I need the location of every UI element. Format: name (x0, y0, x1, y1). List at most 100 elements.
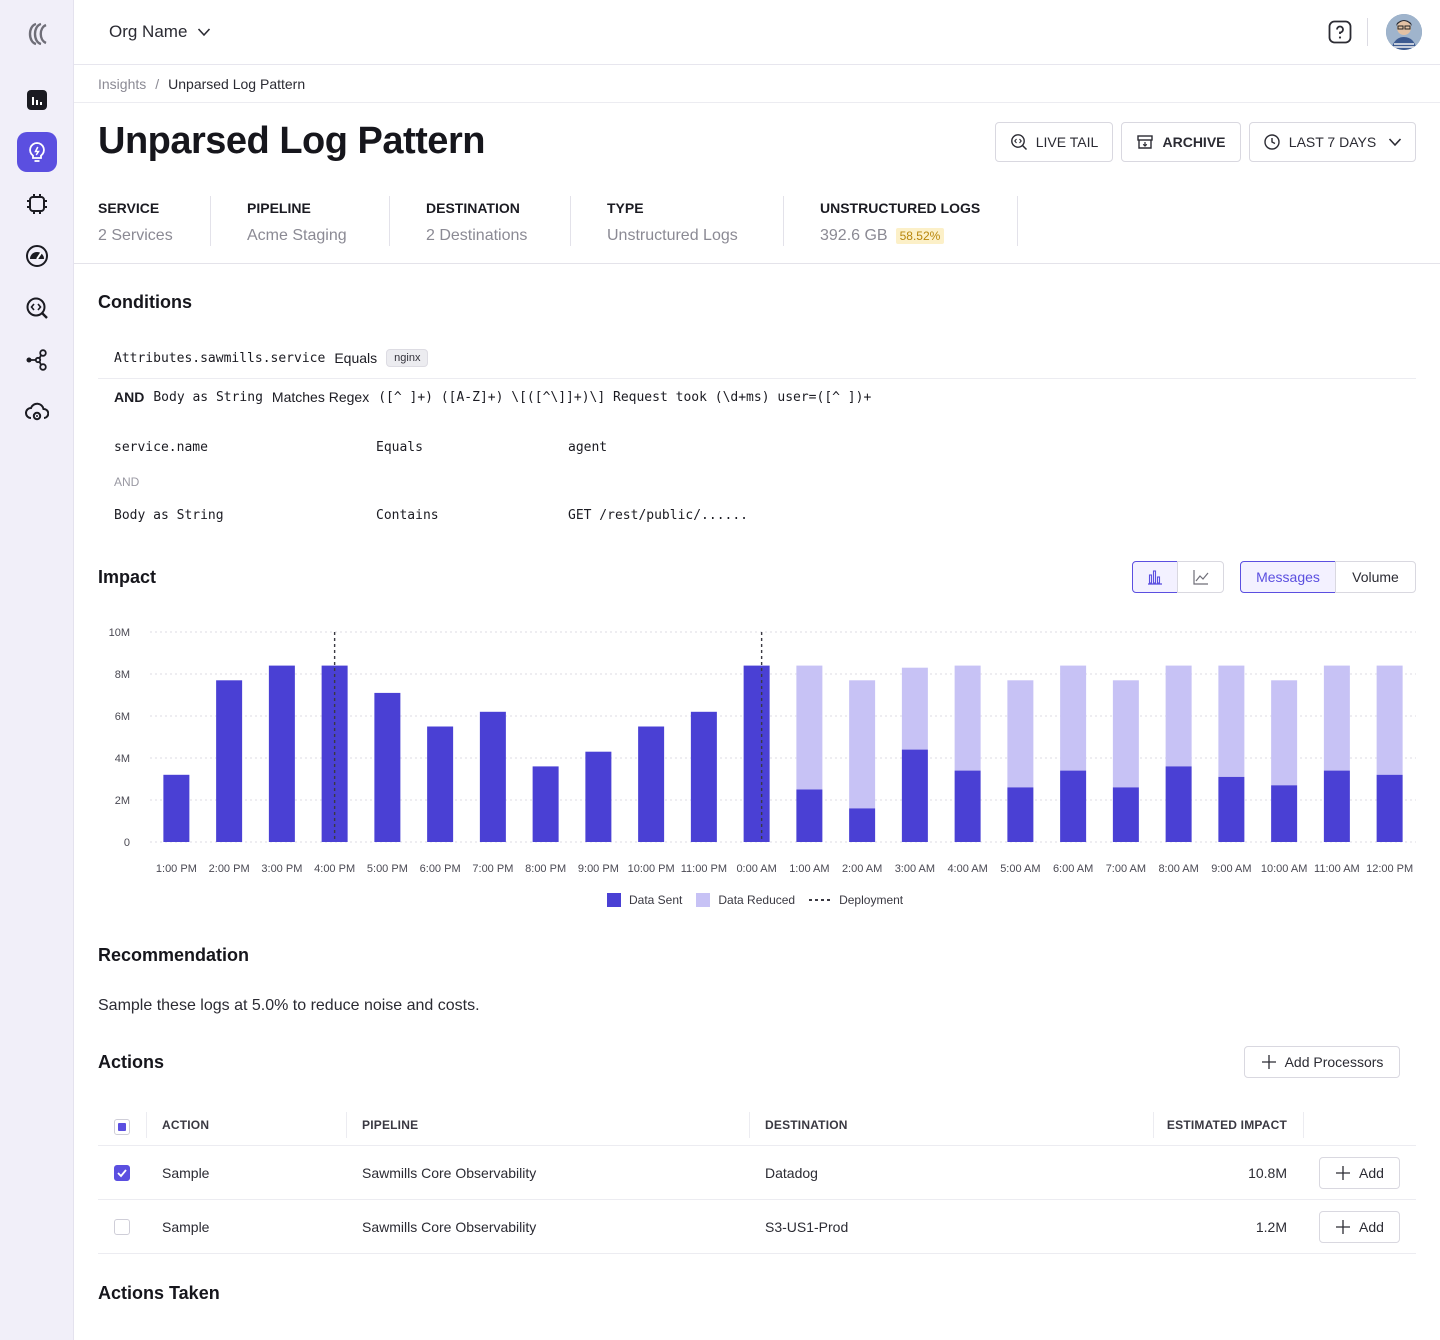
sidebar-item-pipelines[interactable] (17, 340, 57, 380)
condition-and: AND (114, 389, 145, 405)
sidebar-item-search[interactable] (17, 288, 57, 328)
help-icon[interactable] (1328, 20, 1352, 44)
stat-type: TYPE Unstructured Logs (607, 196, 738, 246)
line-chart-toggle[interactable] (1177, 561, 1224, 593)
bar-data-reduced (849, 680, 876, 809)
dashboard-icon (27, 90, 47, 110)
bar-data-reduced (901, 667, 928, 750)
cell-action: Sample (162, 1219, 210, 1235)
plus-icon (1336, 1220, 1351, 1234)
cell-pipeline: Sawmills Core Observability (362, 1165, 537, 1181)
cloud-settings-icon (25, 402, 49, 421)
bar-data-sent (1112, 787, 1139, 842)
row-checkbox[interactable] (114, 1165, 130, 1181)
stat-divider (783, 196, 784, 246)
actions-title: Actions (98, 1052, 165, 1072)
bar-data-reduced (1218, 665, 1245, 777)
bar-data-sent (268, 665, 295, 842)
bar-chart-toggle[interactable] (1132, 561, 1178, 593)
x-tick-label: 10:00 PM (628, 863, 675, 875)
x-tick-label: 1:00 PM (156, 863, 197, 875)
cell-destination: S3-US1-Prod (765, 1219, 849, 1235)
column-header-destination: DESTINATION (765, 1118, 848, 1132)
x-tick-label: 8:00 AM (1158, 863, 1198, 875)
logo-icon[interactable] (22, 20, 52, 48)
bar-data-sent (638, 726, 665, 842)
percent-badge: 58.52% (895, 228, 945, 244)
bar-data-sent (1376, 774, 1403, 842)
condition-and: AND (114, 475, 140, 489)
sidebar-item-dashboard[interactable] (17, 80, 57, 120)
stat-value: 2 Destinations (426, 227, 528, 244)
archive-button[interactable]: ARCHIVE (1121, 122, 1241, 162)
legend-swatch-deployment (809, 899, 832, 901)
bar-data-sent (163, 774, 190, 842)
sidebar (0, 0, 74, 1340)
divider (98, 1199, 1416, 1200)
bar-data-reduced (1112, 680, 1139, 788)
add-action-button[interactable]: Add (1319, 1157, 1400, 1189)
y-tick-label: 4M (115, 753, 130, 765)
y-tick-label: 6M (115, 711, 130, 723)
stat-label: DESTINATION (426, 200, 520, 216)
cell-action: Sample (162, 1165, 210, 1181)
bar-chart-icon (1148, 570, 1162, 585)
org-switcher[interactable]: Org Name (109, 22, 211, 42)
recommendation-title: Recommendation (98, 945, 250, 965)
sidebar-item-cloud[interactable] (17, 392, 57, 432)
stat-label: PIPELINE (247, 200, 311, 216)
live-tail-button[interactable]: LIVE TAIL (995, 122, 1113, 162)
stat-service: SERVICE 2 Services (98, 196, 173, 246)
divider (98, 1253, 1416, 1254)
condition-row: AND Body as String Matches Regex ([^ ]+)… (114, 389, 871, 405)
x-tick-label: 2:00 PM (209, 863, 250, 875)
row-checkbox[interactable] (114, 1219, 130, 1235)
stat-divider (389, 196, 390, 246)
impact-chart: 0 2M 4M 6M 8M 10M 1:00 PM 2:00 PM 3:00 PM 4:00 PM… (109, 627, 1416, 875)
condition-operator: Equals (376, 440, 423, 455)
add-action-button[interactable]: Add (1319, 1211, 1400, 1243)
avatar[interactable] (1386, 14, 1422, 50)
impact-title: Impact (98, 567, 157, 587)
condition-value: agent (568, 440, 608, 455)
divider (98, 378, 1416, 379)
cell-pipeline: Sawmills Core Observability (362, 1219, 537, 1235)
legend-label: Data Sent (629, 893, 683, 907)
live-tail-icon (1010, 134, 1027, 151)
x-tick-label: 3:00 PM (261, 863, 302, 875)
stat-pipeline: PIPELINE Acme Staging (247, 196, 347, 246)
stat-divider (210, 196, 211, 246)
sidebar-item-insights[interactable] (17, 132, 57, 172)
volume-toggle[interactable]: Volume (1335, 561, 1416, 593)
select-all-checkbox[interactable] (114, 1119, 130, 1135)
legend-label: Data Reduced (718, 893, 796, 907)
column-header-estimated-impact: ESTIMATED IMPACT (1166, 1118, 1287, 1132)
condition-value: GET /rest/public/...... (568, 508, 749, 523)
archive-label: ARCHIVE (1162, 134, 1226, 150)
bar-data-reduced (1271, 680, 1298, 786)
y-tick-label: 0 (124, 837, 130, 849)
bar-data-sent (954, 770, 981, 842)
divider (74, 102, 1440, 103)
x-tick-label: 7:00 PM (472, 863, 513, 875)
x-tick-label: 5:00 PM (367, 863, 408, 875)
breadcrumb-insights[interactable]: Insights (98, 76, 147, 92)
bar-data-sent (690, 711, 717, 842)
x-tick-label: 9:00 AM (1211, 863, 1251, 875)
sidebar-item-gauge[interactable] (17, 236, 57, 276)
x-tick-label: 11:00 AM (1314, 863, 1360, 875)
conditions-title: Conditions (98, 292, 192, 312)
plus-icon (1336, 1166, 1351, 1180)
stat-value: Unstructured Logs (607, 227, 738, 244)
sidebar-item-processors[interactable] (17, 184, 57, 224)
messages-toggle[interactable]: Messages (1240, 561, 1336, 593)
x-tick-label: 12:00 PM (1366, 863, 1413, 875)
clock-icon (1264, 134, 1280, 150)
bar-data-sent (1271, 785, 1298, 842)
line-chart-icon (1192, 570, 1208, 585)
column-divider (1303, 1112, 1304, 1138)
bar-data-sent (479, 711, 506, 842)
time-range-select[interactable]: LAST 7 DAYS (1249, 122, 1416, 162)
add-processors-button[interactable]: Add Processors (1244, 1046, 1400, 1078)
cell-impact: 10.8M (1248, 1165, 1287, 1181)
